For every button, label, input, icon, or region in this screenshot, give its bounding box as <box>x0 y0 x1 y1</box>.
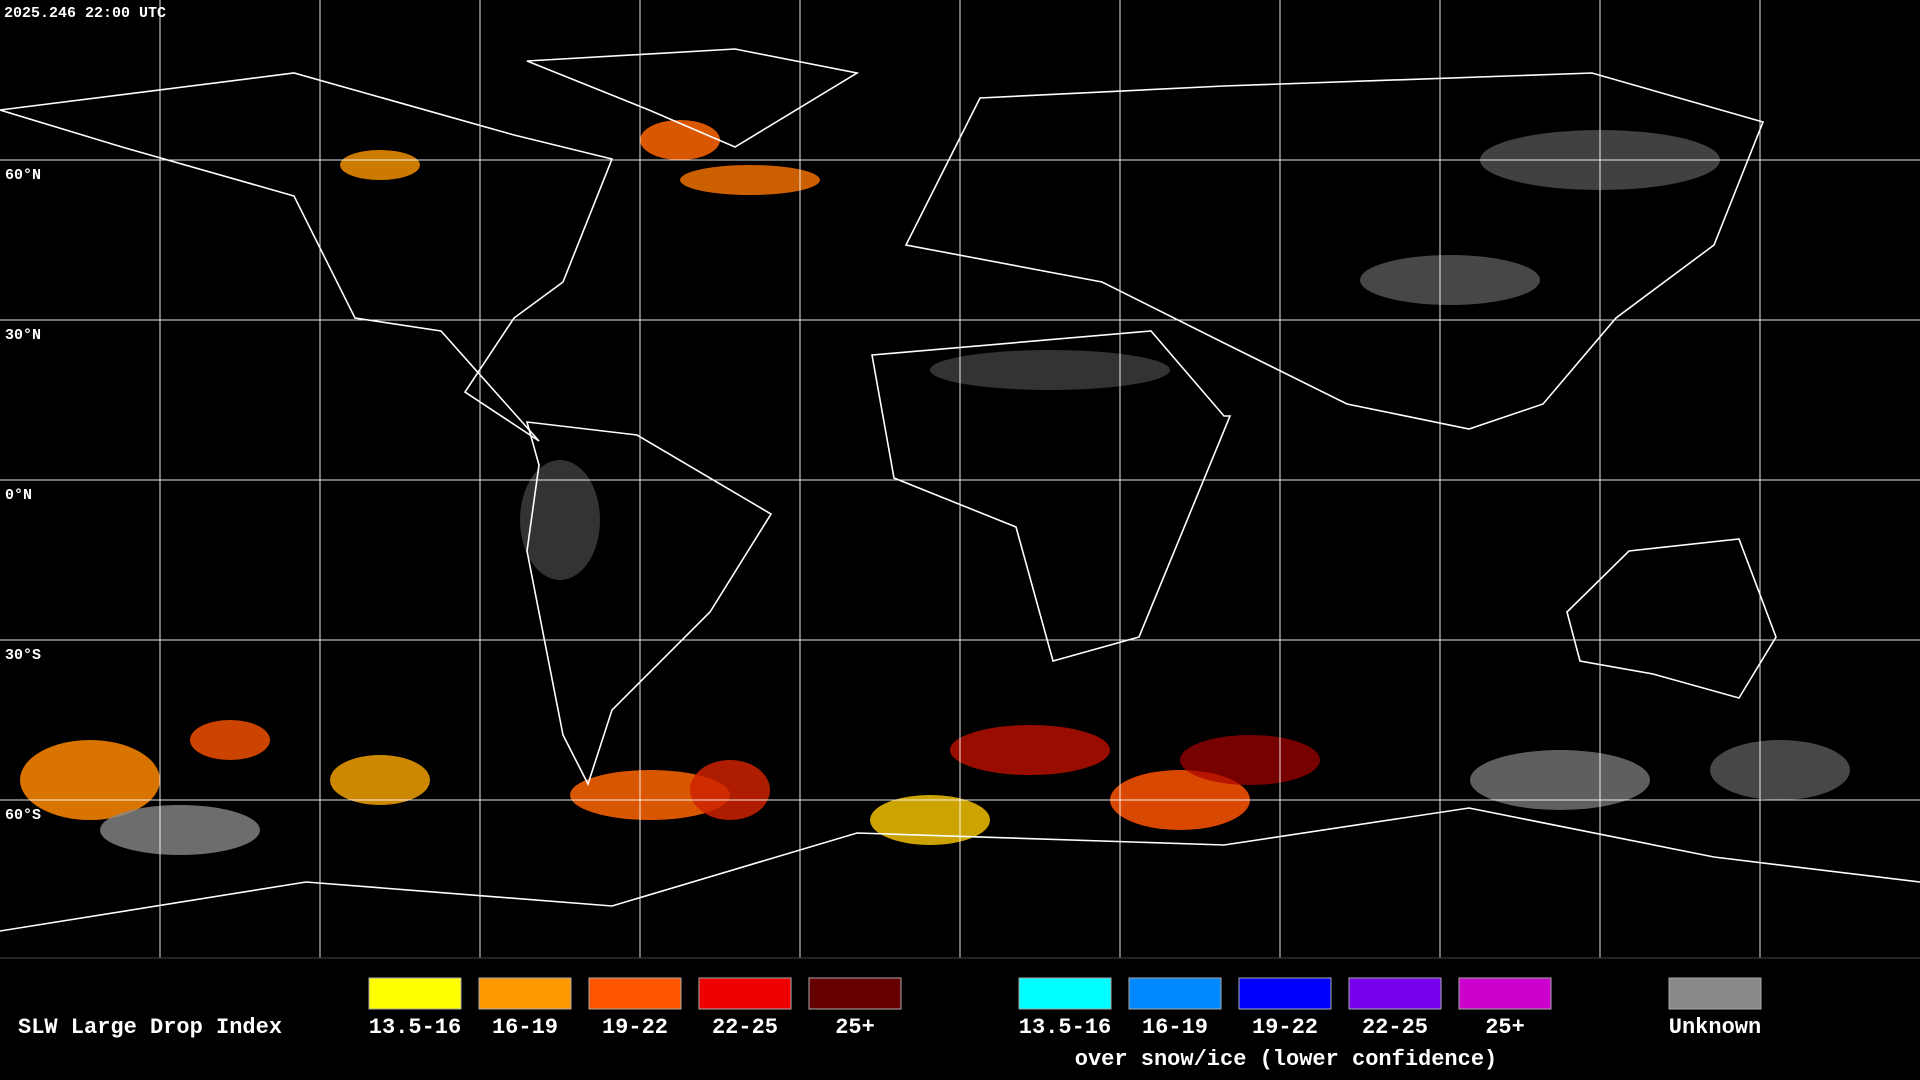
legend-label: Unknown <box>1669 1015 1761 1040</box>
legend-label: 13.5-16 <box>1019 1015 1111 1040</box>
legend: 13.5-16 16-19 19-22 22-25 25+ 13.5-16 16-19 19-… <box>368 977 1762 1040</box>
legend-note: over snow/ice (lower confidence) <box>1075 1047 1497 1072</box>
legend-label: 22-25 <box>1362 1015 1428 1040</box>
legend-label: 13.5-16 <box>369 1015 461 1040</box>
legend-swatch <box>1668 977 1762 1010</box>
latitude-label: 60°S <box>5 807 41 824</box>
legend-swatch <box>588 977 682 1010</box>
legend-swatch <box>1018 977 1112 1010</box>
legend-title: SLW Large Drop Index <box>18 1015 282 1040</box>
legend-swatch <box>478 977 572 1010</box>
legend-swatch <box>698 977 792 1010</box>
legend-swatch <box>368 977 462 1010</box>
legend-swatch <box>1348 977 1442 1010</box>
legend-label: 19-22 <box>602 1015 668 1040</box>
graticule: 60°N 30°N 0°N 30°S 60°S <box>0 0 1920 958</box>
latitude-label: 0°N <box>5 487 32 504</box>
legend-swatch <box>1238 977 1332 1010</box>
legend-swatch <box>1458 977 1552 1010</box>
legend-label: 16-19 <box>1142 1015 1208 1040</box>
legend-swatch <box>1128 977 1222 1010</box>
coastlines <box>0 48 1920 932</box>
legend-label: 16-19 <box>492 1015 558 1040</box>
legend-label: 25+ <box>1485 1015 1525 1040</box>
latitude-label: 30°N <box>5 327 41 344</box>
legend-swatch <box>808 977 902 1010</box>
legend-label: 19-22 <box>1252 1015 1318 1040</box>
latitude-label: 30°S <box>5 647 41 664</box>
timestamp: 2025.246 22:00 UTC <box>4 5 166 22</box>
legend-label: 25+ <box>835 1015 875 1040</box>
legend-label: 22-25 <box>712 1015 778 1040</box>
latitude-label: 60°N <box>5 167 41 184</box>
